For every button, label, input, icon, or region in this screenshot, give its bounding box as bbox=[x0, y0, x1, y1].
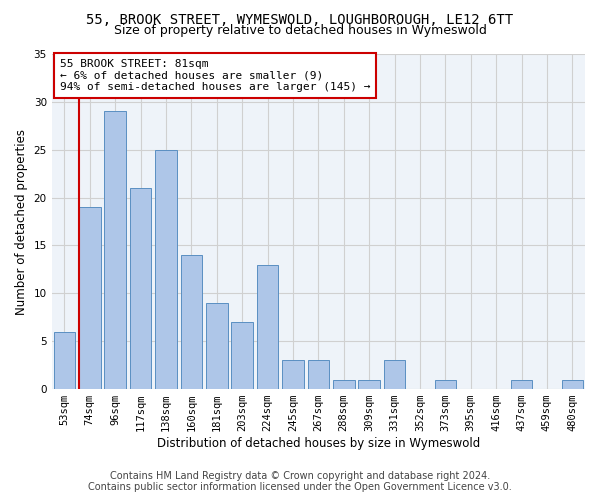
Bar bbox=[257, 264, 278, 389]
Bar bbox=[53, 332, 75, 389]
Text: Contains HM Land Registry data © Crown copyright and database right 2024.
Contai: Contains HM Land Registry data © Crown c… bbox=[88, 471, 512, 492]
Bar bbox=[282, 360, 304, 389]
Bar bbox=[130, 188, 151, 389]
Bar bbox=[333, 380, 355, 389]
Bar bbox=[79, 207, 101, 389]
Y-axis label: Number of detached properties: Number of detached properties bbox=[15, 128, 28, 314]
Bar bbox=[562, 380, 583, 389]
Bar bbox=[358, 380, 380, 389]
Text: 55, BROOK STREET, WYMESWOLD, LOUGHBOROUGH, LE12 6TT: 55, BROOK STREET, WYMESWOLD, LOUGHBOROUG… bbox=[86, 12, 514, 26]
Text: Size of property relative to detached houses in Wymeswold: Size of property relative to detached ho… bbox=[113, 24, 487, 37]
Bar bbox=[434, 380, 456, 389]
Text: 55 BROOK STREET: 81sqm
← 6% of detached houses are smaller (9)
94% of semi-detac: 55 BROOK STREET: 81sqm ← 6% of detached … bbox=[59, 59, 370, 92]
Bar bbox=[155, 150, 177, 389]
Bar bbox=[206, 303, 227, 389]
Bar bbox=[308, 360, 329, 389]
X-axis label: Distribution of detached houses by size in Wymeswold: Distribution of detached houses by size … bbox=[157, 437, 480, 450]
Bar bbox=[511, 380, 532, 389]
Bar bbox=[384, 360, 406, 389]
Bar bbox=[104, 112, 126, 389]
Bar bbox=[232, 322, 253, 389]
Bar bbox=[181, 255, 202, 389]
